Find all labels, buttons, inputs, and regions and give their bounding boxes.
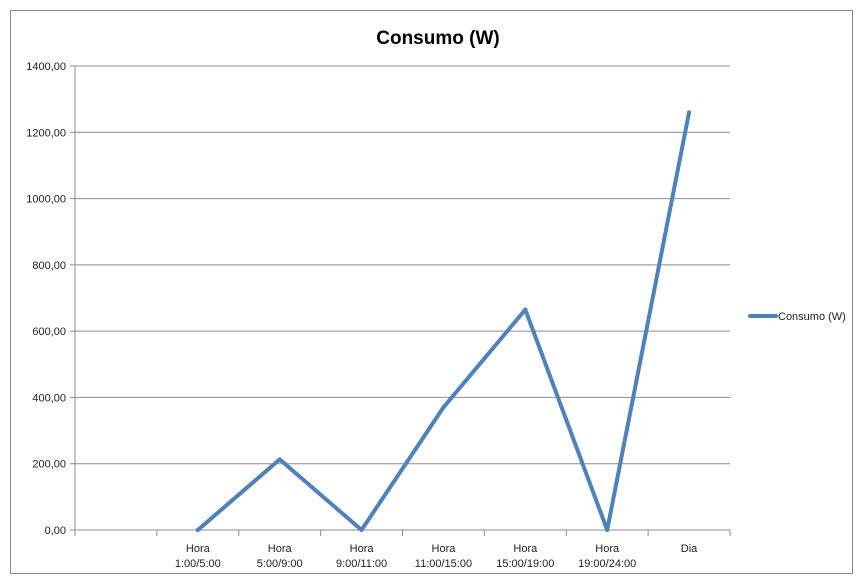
chart-frame	[10, 10, 853, 574]
gridlines	[75, 65, 730, 531]
data-point	[687, 110, 692, 115]
chart-title: Consumo (W)	[376, 28, 499, 49]
x-tick-label: Hora	[595, 543, 620, 555]
x-tick-label: Hora	[432, 543, 457, 555]
y-tick-label: 800,00	[32, 260, 66, 272]
y-tick-label: 1000,00	[26, 194, 66, 206]
y-tick-label: 1400,00	[26, 61, 66, 73]
series-layer	[195, 110, 692, 532]
y-tick-label: 0,00	[45, 525, 66, 537]
data-point	[523, 307, 528, 312]
y-tick-label: 600,00	[32, 326, 66, 338]
x-tick-label: Dia	[681, 543, 698, 555]
y-tick-label: 400,00	[32, 392, 66, 404]
x-tick-label: 15:00/19:00	[496, 558, 554, 570]
y-axis: 0,00 200,00 400,00 600,00 800,00 1000,00 1200,…	[26, 61, 76, 537]
data-point	[195, 528, 200, 532]
legend: Consumo (W)	[748, 311, 846, 323]
y-tick-label: 1200,00	[26, 127, 66, 139]
y-tick-label: 200,00	[32, 459, 66, 471]
x-tick-label: 11:00/15:00	[415, 558, 472, 570]
legend-label: Consumo (W)	[778, 311, 846, 323]
x-tick-label: Hora	[268, 543, 293, 555]
x-tick-label: 5:00/9:00	[257, 558, 303, 570]
series-line	[195, 110, 692, 532]
x-tick-label: 19:00/24:00	[578, 558, 636, 570]
x-tick-label: Hora	[350, 543, 375, 555]
x-tick-label: Hora	[186, 543, 211, 555]
x-axis: Hora 1:00/5:00 Hora 5:00/9:00 Hora 9:00/11:00…	[74, 530, 731, 570]
data-point	[277, 457, 282, 462]
data-point	[605, 528, 610, 532]
x-tick-label: 1:00/5:00	[175, 558, 221, 570]
x-tick-label: Hora	[513, 543, 538, 555]
x-tick-label: 9:00/11:00	[336, 558, 387, 570]
data-point	[441, 405, 446, 410]
data-point	[359, 528, 364, 532]
